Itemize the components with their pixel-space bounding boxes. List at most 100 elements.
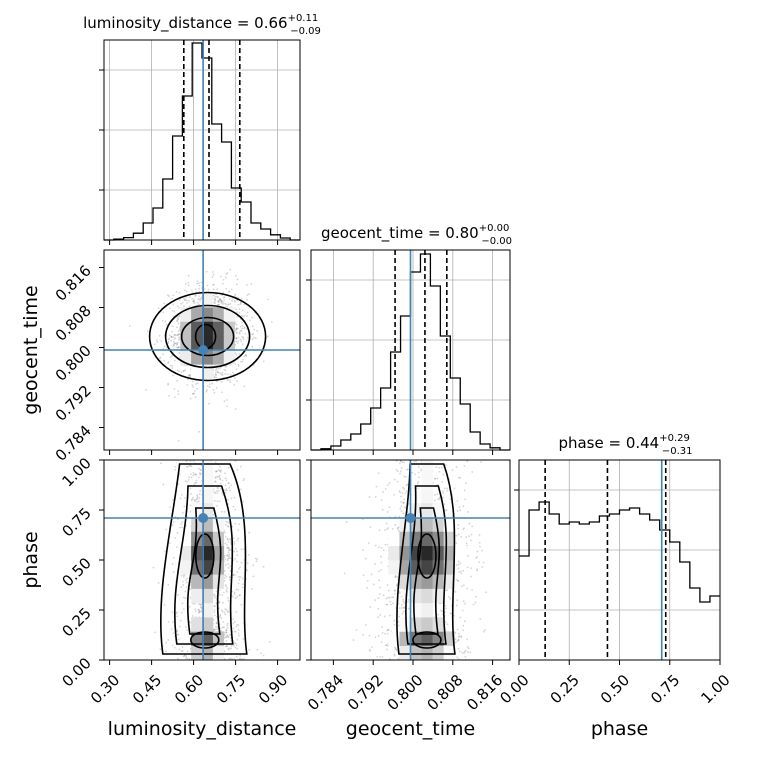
scatter-point: [188, 476, 190, 478]
scatter-point: [434, 478, 436, 480]
scatter-point: [227, 546, 230, 549]
scatter-point: [180, 611, 183, 614]
density-cell: [202, 292, 214, 308]
scatter-point: [368, 496, 371, 498]
scatter-point: [405, 484, 408, 487]
density-cell: [202, 617, 214, 632]
scatter-point: [399, 472, 401, 475]
scatter-point: [222, 626, 225, 629]
contour-line: [405, 485, 448, 645]
scatter-point: [232, 505, 235, 508]
scatter-point: [252, 364, 255, 367]
scatter-point: [387, 483, 389, 486]
ytick-label: 0.784: [52, 422, 95, 465]
scatter-point: [225, 629, 228, 631]
scatter-point: [182, 370, 185, 373]
scatter-point: [384, 644, 387, 647]
scatter-point: [243, 303, 246, 306]
scatter-point: [440, 609, 442, 612]
scatter-point: [374, 544, 377, 547]
scatter-point: [197, 382, 199, 385]
scatter-point: [383, 615, 386, 618]
density-cell: [421, 645, 433, 660]
scatter-point: [207, 288, 210, 291]
scatter-point: [172, 556, 175, 559]
panel-title-geocent_time: geocent_time = 0.80+0.00 −0.00: [321, 223, 512, 247]
scatter-point: [176, 344, 178, 346]
scatter-point: [466, 646, 469, 648]
scatter-point: [343, 572, 346, 575]
scatter-point: [463, 652, 465, 655]
scatter-point: [234, 522, 237, 525]
scatter-point: [482, 630, 485, 633]
scatter-point: [242, 500, 244, 503]
density-cell: [202, 517, 214, 532]
scatter-point: [466, 638, 469, 641]
scatter-point: [195, 481, 198, 484]
scatter-point: [436, 477, 439, 480]
scatter-point: [196, 280, 199, 283]
scatter-point: [237, 582, 240, 585]
scatter-point: [165, 528, 168, 531]
scatter-point: [206, 389, 208, 392]
scatter-point: [369, 650, 372, 652]
scatter-point: [223, 611, 226, 613]
scatter-point: [239, 302, 242, 304]
scatter-point: [229, 576, 231, 579]
scatter-point: [402, 610, 405, 613]
scatter-point: [194, 500, 196, 503]
scatter-point: [212, 388, 215, 391]
ytick-label: 0.50: [58, 554, 94, 590]
scatter-point: [186, 657, 189, 660]
xtick-label: 0.00: [496, 671, 532, 707]
scatter-point: [218, 593, 221, 596]
scatter-point: [444, 509, 447, 512]
scatter-point: [235, 283, 238, 286]
scatter-point: [172, 499, 174, 501]
joint-panel-luminosity_distance-vs-phase: [99, 459, 301, 665]
scatter-point: [235, 368, 238, 371]
scatter-point: [228, 555, 231, 557]
scatter-point: [224, 636, 227, 639]
scatter-point: [446, 589, 449, 591]
scatter-point: [219, 627, 222, 630]
scatter-point: [211, 283, 214, 286]
scatter-point: [211, 271, 214, 273]
scatter-point: [198, 295, 201, 298]
scatter-point: [198, 610, 201, 613]
scatter-point: [241, 360, 244, 363]
scatter-point: [467, 651, 469, 653]
scatter-point: [173, 344, 176, 347]
xtick-label: 0.75: [647, 671, 683, 707]
truth-marker: [405, 513, 416, 523]
scatter-point: [394, 515, 397, 518]
density-cell: [388, 545, 400, 561]
scatter-point: [243, 548, 245, 550]
scatter-point: [446, 487, 449, 490]
scatter-point: [216, 288, 219, 291]
scatter-point: [368, 648, 371, 651]
scatter-point: [171, 644, 174, 647]
scatter-point: [226, 622, 229, 625]
density-cell: [180, 560, 192, 575]
scatter-point: [225, 489, 228, 492]
scatter-point: [465, 542, 468, 545]
scatter-point: [369, 606, 372, 609]
truth-marker: [198, 513, 209, 523]
scatter-point: [218, 303, 221, 306]
scatter-point: [180, 575, 183, 577]
scatter-point: [248, 531, 251, 534]
scatter-point: [226, 635, 229, 638]
scatter-point: [235, 611, 238, 613]
scatter-point: [241, 343, 244, 346]
scatter-point: [366, 586, 368, 589]
scatter-point: [400, 607, 403, 609]
scatter-point: [175, 629, 178, 632]
scatter-point: [393, 654, 396, 657]
scatter-point: [396, 584, 398, 587]
scatter-point: [221, 294, 224, 297]
scatter-point: [179, 619, 182, 622]
scatter-point: [232, 627, 235, 630]
contours: [396, 463, 456, 655]
